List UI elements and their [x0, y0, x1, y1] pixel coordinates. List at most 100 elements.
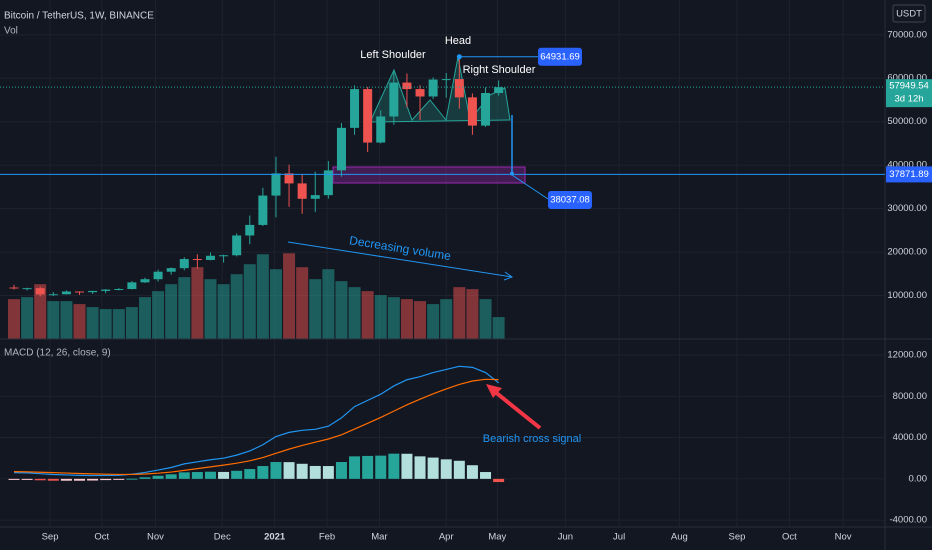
- candle-body: [219, 255, 229, 257]
- candle-body: [166, 268, 176, 272]
- macd-line: [14, 365, 499, 477]
- x-tick-label: Sep: [729, 532, 746, 543]
- volume-bar: [466, 289, 479, 339]
- volume-bar: [47, 301, 60, 339]
- histogram-bar: [191, 472, 203, 479]
- arrow-head: [503, 271, 514, 281]
- volume-bar: [60, 301, 73, 339]
- candle-body: [35, 288, 45, 295]
- histogram-bar: [440, 459, 452, 479]
- histogram-bar: [427, 457, 439, 479]
- head-point: [456, 54, 462, 60]
- y-tick-label: 60000.00: [887, 73, 927, 84]
- volume-bar: [73, 304, 86, 339]
- candle-body: [467, 97, 477, 126]
- volume-trend-line: [287, 241, 513, 278]
- volume-bar: [34, 284, 47, 339]
- histogram-bar: [257, 466, 269, 479]
- volume-bar: [400, 299, 413, 339]
- x-tick-label: May: [488, 532, 506, 543]
- x-tick-label: Nov: [147, 532, 164, 543]
- volume-bar: [440, 299, 453, 339]
- target-point: [510, 171, 514, 176]
- candle-body: [363, 89, 373, 143]
- volume-bar: [230, 274, 243, 339]
- candle-body: [258, 195, 268, 225]
- signal-line: [14, 378, 499, 476]
- candle-body: [494, 87, 504, 94]
- histogram-bar: [270, 462, 282, 479]
- volume-bar: [191, 267, 204, 339]
- head-price-label: 64931.69: [540, 51, 580, 62]
- volume-bar: [309, 279, 322, 339]
- last-price-label: 57949.54: [889, 81, 929, 92]
- level-label: 37871.89: [889, 169, 929, 180]
- histogram-bar: [231, 470, 243, 479]
- candle-body: [415, 89, 425, 97]
- histogram-bar: [204, 471, 216, 479]
- histogram-bar: [493, 478, 505, 483]
- y-tick-label: -4000.00: [889, 515, 927, 526]
- histogram-bar: [244, 469, 256, 479]
- volume-bar: [335, 281, 348, 339]
- y-tick-label: 40000.00: [887, 160, 927, 171]
- volume-label: Vol: [4, 26, 18, 37]
- candle-body: [323, 170, 333, 196]
- annotation: Right Shoulder: [463, 64, 536, 76]
- candle-body: [297, 183, 307, 199]
- histogram-bar: [283, 462, 295, 479]
- histogram-bar: [466, 465, 478, 479]
- volume-bar: [21, 297, 34, 339]
- x-tick-label: Dec: [214, 532, 231, 543]
- histogram-bar: [375, 455, 387, 479]
- x-tick-label: Jul: [613, 532, 625, 543]
- x-tick-label: Aug: [671, 532, 688, 543]
- y-tick-label: 8000.00: [893, 391, 927, 402]
- histogram-bar: [87, 478, 99, 481]
- candle-body: [88, 290, 98, 293]
- y-tick-label: 70000.00: [887, 29, 927, 40]
- candle-body: [271, 173, 281, 196]
- y-tick-label: 50000.00: [887, 116, 927, 127]
- histogram-bar: [296, 463, 308, 479]
- currency-box: [892, 4, 926, 23]
- volume-bar: [374, 295, 387, 339]
- x-tick-label: Oct: [782, 532, 797, 543]
- histogram-bar: [60, 478, 72, 481]
- volume-bar: [99, 309, 112, 339]
- histogram-bar: [453, 460, 465, 479]
- volume-bar: [361, 291, 374, 339]
- histogram-bar: [100, 478, 112, 481]
- head-box: [538, 47, 582, 66]
- candle-body: [75, 291, 85, 293]
- signal-arrow-head: [486, 384, 502, 398]
- histogram-bar: [349, 456, 361, 479]
- x-tick-label: Sep: [42, 532, 59, 543]
- volume-bar: [125, 307, 138, 339]
- candle-body: [127, 282, 137, 290]
- candle-body: [22, 288, 32, 290]
- candle-body: [9, 287, 19, 289]
- histogram-bar: [126, 478, 138, 480]
- last-price-box: [886, 79, 932, 108]
- candle-body: [48, 294, 58, 296]
- x-tick-label: 2021: [264, 532, 286, 543]
- grid: [0, 0, 885, 527]
- signal-arrow: [492, 389, 542, 430]
- candle-body: [310, 195, 320, 199]
- candle-body: [101, 289, 111, 291]
- volume-bar: [256, 254, 269, 339]
- countdown-label: 3d 12h: [894, 94, 923, 105]
- x-tick-label: Nov: [835, 532, 852, 543]
- support-zone: [332, 166, 526, 184]
- volume-bar: [348, 287, 361, 339]
- candle-body: [284, 173, 294, 184]
- volume-bar: [243, 264, 256, 339]
- y-tick-label: 20000.00: [887, 247, 927, 258]
- y-tick-label: 4000.00: [893, 432, 927, 443]
- candle-body: [376, 116, 386, 143]
- candle-body: [140, 279, 150, 283]
- level-box: [886, 166, 932, 183]
- volume-bar: [112, 309, 125, 339]
